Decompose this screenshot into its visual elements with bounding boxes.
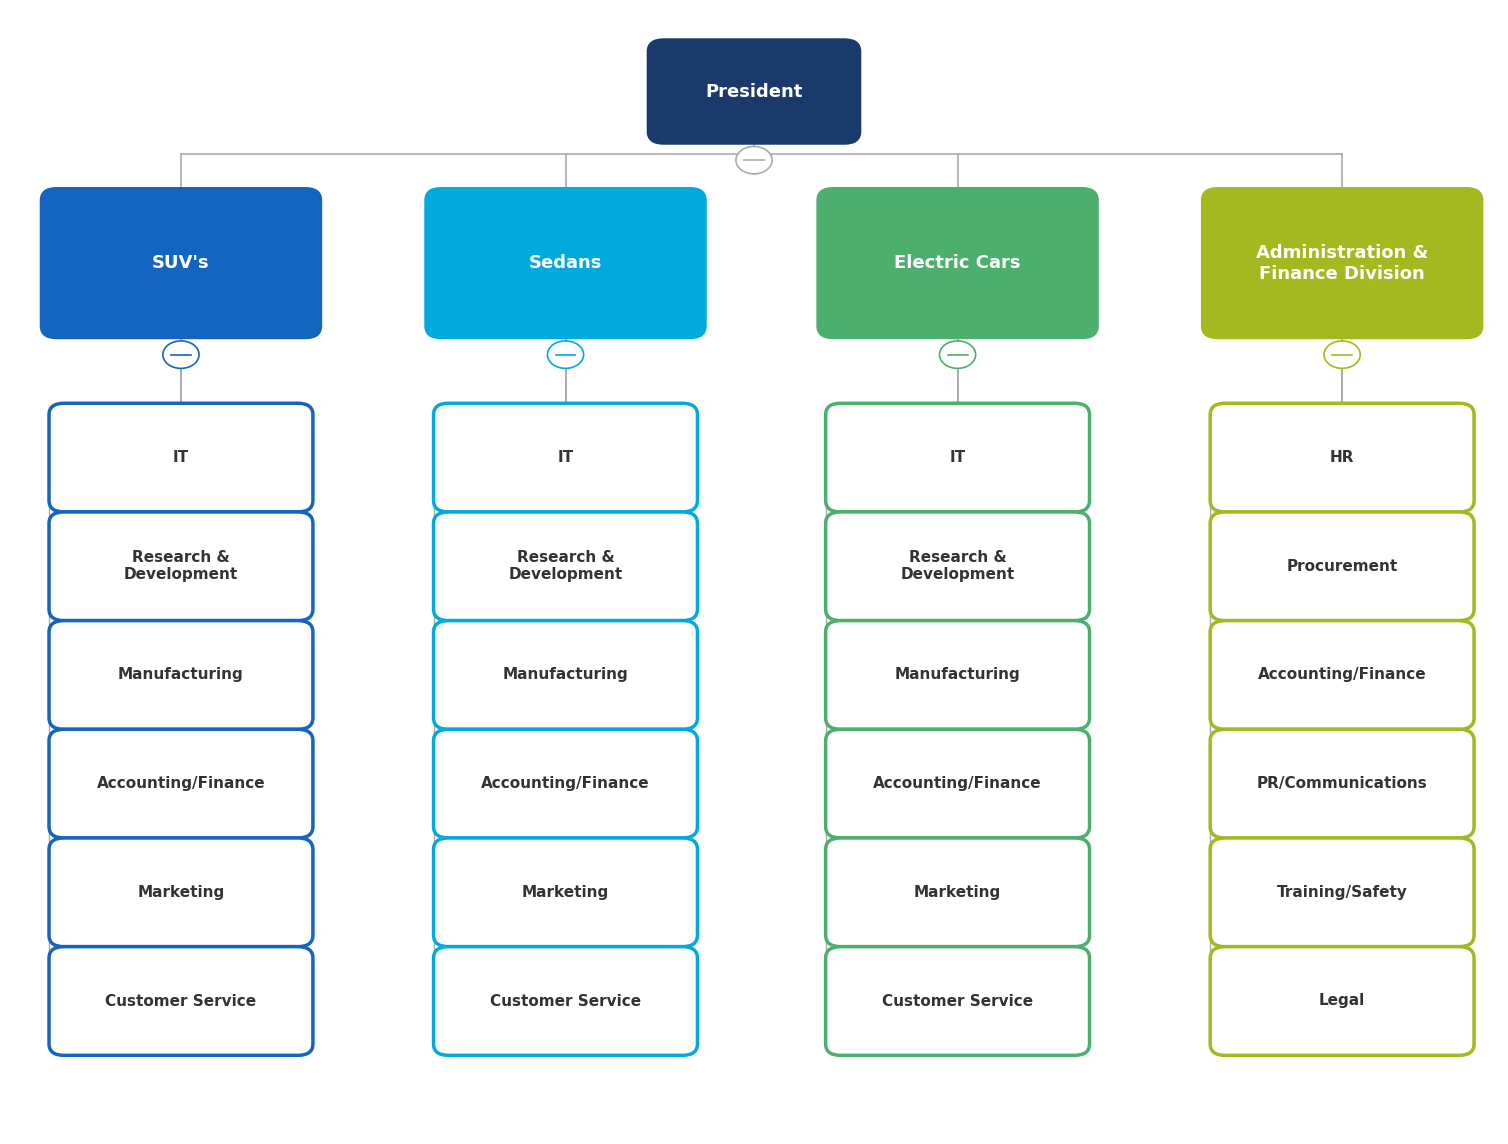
FancyBboxPatch shape xyxy=(648,40,860,143)
FancyBboxPatch shape xyxy=(48,513,312,620)
FancyBboxPatch shape xyxy=(826,947,1089,1055)
Text: Manufacturing: Manufacturing xyxy=(118,667,244,683)
FancyBboxPatch shape xyxy=(41,189,320,337)
FancyBboxPatch shape xyxy=(434,513,697,620)
Text: Manufacturing: Manufacturing xyxy=(894,667,1021,683)
Text: Customer Service: Customer Service xyxy=(882,993,1033,1009)
FancyBboxPatch shape xyxy=(1209,513,1475,620)
FancyBboxPatch shape xyxy=(48,947,312,1055)
Text: Customer Service: Customer Service xyxy=(490,993,641,1009)
Circle shape xyxy=(736,146,772,174)
FancyBboxPatch shape xyxy=(434,404,697,513)
FancyBboxPatch shape xyxy=(434,730,697,837)
Text: IT: IT xyxy=(173,450,188,466)
Text: Research &
Development: Research & Development xyxy=(124,550,238,582)
Text: Accounting/Finance: Accounting/Finance xyxy=(481,776,650,792)
FancyBboxPatch shape xyxy=(48,837,312,947)
FancyBboxPatch shape xyxy=(826,404,1089,513)
Text: Sedans: Sedans xyxy=(529,254,602,272)
Text: Research &
Development: Research & Development xyxy=(900,550,1015,582)
Text: President: President xyxy=(706,82,802,101)
FancyBboxPatch shape xyxy=(48,620,312,730)
Text: Marketing: Marketing xyxy=(522,884,609,900)
Circle shape xyxy=(1324,341,1360,368)
Text: IT: IT xyxy=(950,450,965,466)
Circle shape xyxy=(163,341,199,368)
FancyBboxPatch shape xyxy=(434,837,697,947)
FancyBboxPatch shape xyxy=(826,730,1089,837)
Text: Administration &
Finance Division: Administration & Finance Division xyxy=(1256,244,1428,283)
FancyBboxPatch shape xyxy=(1209,404,1475,513)
Text: Legal: Legal xyxy=(1320,993,1365,1009)
Circle shape xyxy=(939,341,976,368)
FancyBboxPatch shape xyxy=(1202,189,1481,337)
Text: Electric Cars: Electric Cars xyxy=(894,254,1021,272)
FancyBboxPatch shape xyxy=(434,947,697,1055)
FancyBboxPatch shape xyxy=(48,730,312,837)
Text: Accounting/Finance: Accounting/Finance xyxy=(873,776,1042,792)
Text: SUV's: SUV's xyxy=(152,254,210,272)
Text: Customer Service: Customer Service xyxy=(106,993,256,1009)
FancyBboxPatch shape xyxy=(826,513,1089,620)
Text: PR/Communications: PR/Communications xyxy=(1256,776,1428,792)
FancyBboxPatch shape xyxy=(817,189,1098,337)
FancyBboxPatch shape xyxy=(826,837,1089,947)
FancyBboxPatch shape xyxy=(425,189,704,337)
Text: Accounting/Finance: Accounting/Finance xyxy=(1258,667,1427,683)
Circle shape xyxy=(547,341,584,368)
Text: Marketing: Marketing xyxy=(914,884,1001,900)
Text: IT: IT xyxy=(558,450,573,466)
Text: HR: HR xyxy=(1330,450,1354,466)
Text: Training/Safety: Training/Safety xyxy=(1277,884,1407,900)
FancyBboxPatch shape xyxy=(1209,947,1475,1055)
Text: Research &
Development: Research & Development xyxy=(508,550,623,582)
Text: Manufacturing: Manufacturing xyxy=(502,667,629,683)
Text: Accounting/Finance: Accounting/Finance xyxy=(97,776,265,792)
FancyBboxPatch shape xyxy=(1209,837,1475,947)
FancyBboxPatch shape xyxy=(1209,730,1475,837)
Text: Procurement: Procurement xyxy=(1286,558,1398,574)
FancyBboxPatch shape xyxy=(434,620,697,730)
FancyBboxPatch shape xyxy=(1209,620,1475,730)
FancyBboxPatch shape xyxy=(826,620,1089,730)
Text: Marketing: Marketing xyxy=(137,884,225,900)
FancyBboxPatch shape xyxy=(48,404,312,513)
